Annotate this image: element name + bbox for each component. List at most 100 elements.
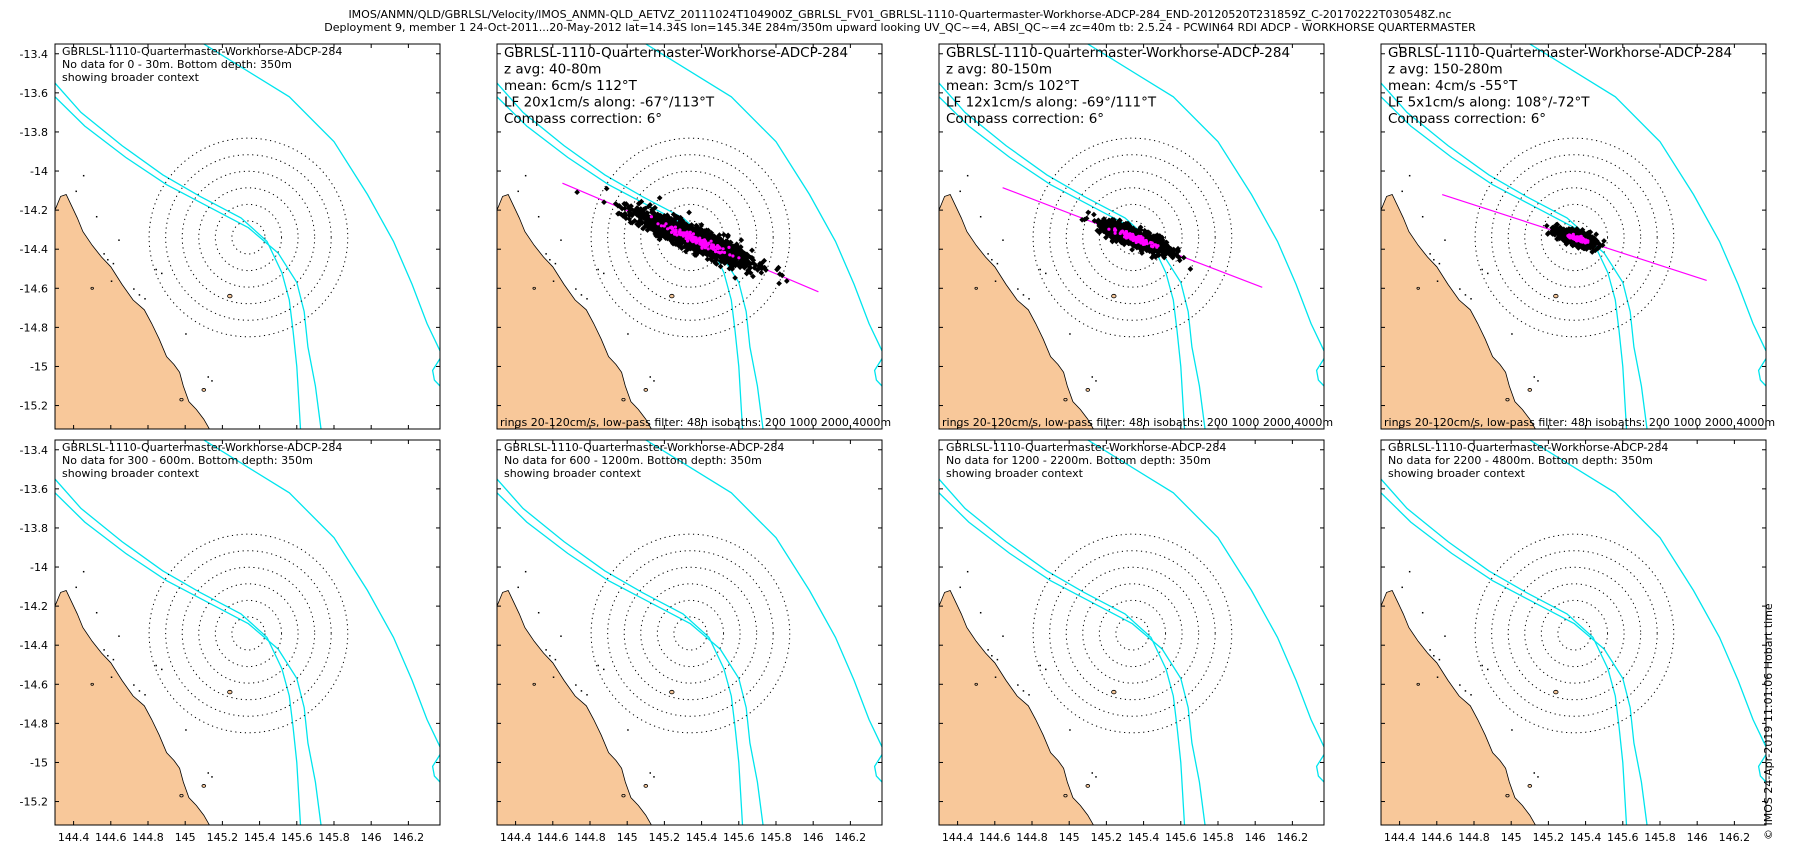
scatter-point <box>683 221 690 228</box>
scatter-point <box>601 199 607 206</box>
scatter-point <box>622 212 628 219</box>
x-tick-label: 146 <box>1245 831 1266 844</box>
panel-p3: GBRLSL-1110-Quartermaster-Workhorse-ADCP… <box>938 43 1333 430</box>
speed-ring-40 <box>1098 599 1167 668</box>
lowpass-point <box>1135 235 1139 239</box>
panel-p8: 144.4 144.6 144.8 145 145.2 145.4 145.6 145.8 14… <box>1380 439 1767 844</box>
reef-dot <box>1028 694 1030 696</box>
isobath-line-2 <box>203 44 440 352</box>
island <box>621 397 626 402</box>
land-mass <box>497 590 652 825</box>
isobath-line-0 <box>55 82 302 429</box>
lowpass-point <box>700 245 704 250</box>
isobath-line-3 <box>1757 754 1766 783</box>
y-tick-label: -15.2 <box>20 400 48 413</box>
lowpass-point <box>711 247 716 251</box>
x-tick-label: 145.4 <box>686 831 718 844</box>
panel-text-line: No data for 1200 - 2200m. Bottom depth: … <box>946 454 1211 467</box>
x-tick-label: 144.6 <box>95 831 127 844</box>
reef-dot <box>545 649 547 651</box>
figure-title-line2: Deployment 9, member 1 24-Oct-2011...20-… <box>324 21 1476 34</box>
reef-dot <box>991 654 993 657</box>
speed-ring-20 <box>1115 616 1150 651</box>
scatter-point <box>1554 221 1561 228</box>
lowpass-point <box>1155 245 1159 249</box>
scatter-point <box>616 210 622 217</box>
land-mass <box>939 590 1094 825</box>
isobath-line-3 <box>873 754 882 783</box>
speed-ring-40 <box>1540 599 1609 668</box>
axes-box <box>54 43 441 430</box>
isobath-line-2 <box>1529 440 1766 748</box>
x-tick-label: 145.4 <box>1570 831 1602 844</box>
scatter-point <box>691 245 698 252</box>
reef-dot <box>110 676 113 678</box>
reef-dot <box>95 215 98 218</box>
reef-dot <box>103 649 105 651</box>
lowpass-point <box>1131 234 1135 238</box>
reef-dot <box>155 664 157 667</box>
island <box>1085 388 1091 392</box>
reef-dot <box>1487 272 1489 275</box>
reef-dot <box>649 772 652 774</box>
scatter-point <box>1550 229 1557 235</box>
scatter-point <box>1574 229 1581 236</box>
reef-dot <box>597 268 599 271</box>
isobath-line-2 <box>645 44 882 352</box>
scatter-point <box>697 227 704 234</box>
lowpass-points <box>1107 227 1160 249</box>
figure-title-line1: IMOS/ANMN/QLD/GBRLSL/Velocity/IMOS_ANMN-… <box>348 8 1452 21</box>
speed-ring-100 <box>1049 154 1216 321</box>
scatter-point <box>1091 217 1098 224</box>
lowpass-point <box>685 235 689 239</box>
reef-dot <box>1421 215 1424 218</box>
scatter-point <box>1081 216 1088 223</box>
reef-dot <box>1095 380 1097 382</box>
x-tick-label: 146.2 <box>1277 831 1309 844</box>
scatter-point <box>615 202 621 209</box>
scatter-point <box>1175 245 1181 252</box>
isobath-line-2 <box>203 440 440 748</box>
isobath-line-2 <box>1087 44 1324 352</box>
scatter-point <box>1583 243 1589 250</box>
scatter-point <box>775 264 782 271</box>
y-tick-label: -15 <box>30 360 48 373</box>
reef-dot <box>1438 658 1441 661</box>
y-tick-label: -14.4 <box>20 243 48 256</box>
scatter-point <box>776 271 783 277</box>
scatter-point <box>763 267 769 273</box>
x-tick-label: 146 <box>1687 831 1708 844</box>
scatter-point <box>740 259 746 266</box>
isobath-line-3 <box>1315 358 1324 387</box>
panel-text-line: showing broader context <box>62 467 200 480</box>
speed-ring-120 <box>148 137 349 338</box>
scatter-point <box>626 209 633 215</box>
y-tick-label: -14 <box>30 561 48 574</box>
y-tick-label: -13.6 <box>20 87 48 100</box>
scatter-point <box>723 257 729 264</box>
lowpass-point <box>1107 227 1111 231</box>
reef-dot <box>1069 729 1071 731</box>
panel-text-line: GBRLSL-1110-Quartermaster-Workhorse-ADCP… <box>946 45 1290 61</box>
speed-ring-60 <box>198 187 299 288</box>
reef-dot <box>1533 376 1536 378</box>
island <box>179 397 184 402</box>
lowpass-point <box>1566 234 1570 238</box>
panel-text-line: LF 5x1cm/s along: 108°/-72°T <box>1388 95 1590 111</box>
reef-dot <box>991 258 993 261</box>
isobath-line-1 <box>497 492 764 825</box>
scatter-point <box>733 241 740 248</box>
reef-dot <box>554 262 557 265</box>
speed-ring-20 <box>231 616 266 651</box>
scatter-point <box>705 232 712 239</box>
island <box>1111 689 1117 695</box>
speed-ring-60 <box>640 583 741 684</box>
speed-ring-60 <box>1524 187 1625 288</box>
scatter-point <box>1589 249 1596 255</box>
x-tick-label: 145.4 <box>244 831 276 844</box>
reef-dot <box>545 253 547 255</box>
lowpass-point <box>1140 237 1144 241</box>
reef-dot <box>211 776 213 778</box>
x-tick-label: 145.2 <box>1533 831 1565 844</box>
